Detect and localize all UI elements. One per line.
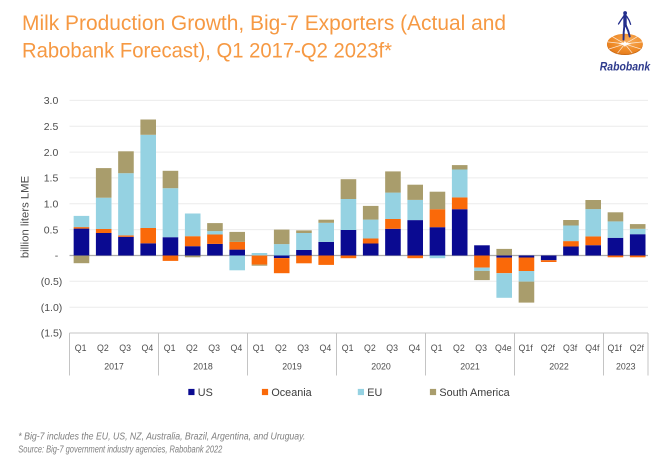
svg-text:Q2: Q2 (97, 343, 109, 353)
svg-text:2021: 2021 (460, 362, 480, 372)
svg-text:Q1f: Q1f (608, 343, 623, 353)
svg-text:Milk Production Growth, Big-7: Milk Production Growth, Big-7 Exporters … (22, 11, 506, 35)
svg-text:Q4: Q4 (142, 343, 154, 353)
svg-text:Q4f: Q4f (585, 343, 600, 353)
svg-text:Rabobank: Rabobank (600, 60, 652, 74)
svg-text:Q4e: Q4e (495, 343, 512, 353)
svg-text:Q1f: Q1f (519, 343, 534, 353)
svg-text:Q1: Q1 (431, 343, 443, 353)
svg-text:2022: 2022 (549, 362, 569, 372)
svg-text:South America: South America (439, 387, 509, 399)
svg-text:2.0: 2.0 (44, 147, 59, 159)
svg-text:Q3: Q3 (475, 343, 487, 353)
svg-text:2023: 2023 (616, 362, 636, 372)
svg-text:Q2: Q2 (453, 343, 465, 353)
svg-text:Q2: Q2 (275, 343, 287, 353)
svg-text:Q3f: Q3f (563, 343, 578, 353)
svg-text:Q1: Q1 (342, 343, 354, 353)
svg-text:1.5: 1.5 (44, 173, 59, 185)
svg-text:2.5: 2.5 (44, 121, 59, 133)
svg-text:2020: 2020 (371, 362, 391, 372)
svg-text:(1.5): (1.5) (41, 328, 63, 340)
svg-text:(0.5): (0.5) (41, 276, 63, 288)
svg-text:3.0: 3.0 (44, 95, 59, 107)
svg-text:Q4: Q4 (231, 343, 243, 353)
svg-text:(1.0): (1.0) (41, 302, 63, 314)
svg-text:Q3: Q3 (119, 343, 131, 353)
svg-text:2017: 2017 (104, 362, 124, 372)
svg-text:EU: EU (367, 387, 382, 399)
svg-text:Q2: Q2 (364, 343, 376, 353)
svg-text:1.0: 1.0 (44, 199, 59, 211)
svg-text:Q3: Q3 (386, 343, 398, 353)
svg-text:Oceania: Oceania (271, 387, 311, 399)
svg-text:Q1: Q1 (75, 343, 87, 353)
svg-text:Q2: Q2 (186, 343, 198, 353)
svg-text:Rabobank Forecast), Q1 2017-Q2: Rabobank Forecast), Q1 2017-Q2 2023f* (22, 39, 393, 63)
svg-text:-: - (55, 250, 59, 262)
svg-text:US: US (198, 387, 213, 399)
svg-text:0.5: 0.5 (44, 224, 59, 236)
svg-text:Source: Big-7 government indus: Source: Big-7 government industry agenci… (18, 445, 222, 456)
svg-text:2019: 2019 (282, 362, 302, 372)
svg-text:Q2f: Q2f (630, 343, 645, 353)
svg-text:Q3: Q3 (208, 343, 220, 353)
svg-text:Q4: Q4 (320, 343, 332, 353)
svg-text:Q1: Q1 (164, 343, 176, 353)
svg-text:Q3: Q3 (297, 343, 309, 353)
svg-text:* Big-7 includes the EU, US, N: * Big-7 includes the EU, US, NZ, Austral… (18, 432, 305, 443)
svg-text:2018: 2018 (193, 362, 213, 372)
svg-text:Q2f: Q2f (541, 343, 556, 353)
svg-text:Q1: Q1 (253, 343, 265, 353)
svg-text:Q4: Q4 (409, 343, 421, 353)
svg-text:billion liters LME: billion liters LME (20, 175, 32, 258)
